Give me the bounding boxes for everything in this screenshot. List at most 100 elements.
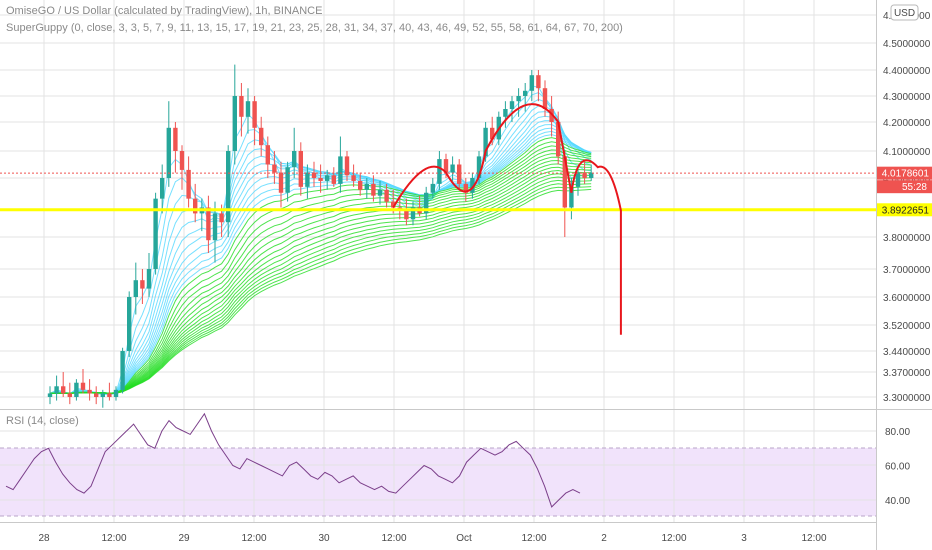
countdown-label: 55:28 xyxy=(902,182,927,193)
usd-currency-button[interactable]: USD xyxy=(890,4,919,21)
candle-body xyxy=(371,183,376,196)
candle-body xyxy=(272,164,277,173)
candle-body xyxy=(536,75,541,89)
guppy-ema-line xyxy=(49,166,592,394)
candle-body xyxy=(298,151,303,187)
candle-body xyxy=(490,127,495,140)
rsi-tick-label: 60.00 xyxy=(885,462,910,473)
candle-body xyxy=(252,101,257,128)
candle-body xyxy=(569,186,574,208)
hline-price-tag: 3.8922651 xyxy=(877,203,932,217)
candle-body xyxy=(457,164,462,184)
candle-body xyxy=(443,159,449,173)
price-tick-label: 4.4000000 xyxy=(883,66,931,77)
candle-body xyxy=(292,151,297,168)
price-tick-label: 4.1000000 xyxy=(883,147,931,158)
candle-body xyxy=(391,201,396,208)
price-axis[interactable]: 4.60000004.50000004.40000004.30000004.20… xyxy=(883,11,931,404)
price-tick-label: 4.3000000 xyxy=(883,92,931,103)
time-tick-label: 2 xyxy=(601,533,607,544)
candle-body xyxy=(133,280,138,297)
time-tick-label: 29 xyxy=(178,533,190,544)
candle-body xyxy=(351,175,356,181)
time-axis[interactable]: 28 12:00 29 12:00 30 12:00 Oct 12:00 2 12:00 3 12:0… xyxy=(38,533,827,544)
guppy-ema-line xyxy=(49,145,592,394)
price-tick-label: 3.3000000 xyxy=(883,393,931,404)
price-tick-label: 4.2000000 xyxy=(883,118,931,129)
rsi-line xyxy=(5,412,581,508)
candle-body xyxy=(450,164,455,173)
time-tick-label: 28 xyxy=(38,533,50,544)
candle-body xyxy=(47,393,53,397)
candle-body xyxy=(127,297,132,351)
guppy-ema-line xyxy=(49,169,592,394)
rsi-tick-label: 40.00 xyxy=(885,496,910,507)
current-price-tag: 4.0178601 55:28 xyxy=(877,166,932,194)
rsi-band xyxy=(0,448,876,516)
candle-body xyxy=(186,169,191,199)
time-tick-label: 12:00 xyxy=(521,533,546,544)
candle-body xyxy=(410,207,416,220)
candle-body xyxy=(80,382,86,390)
guppy-ribbons xyxy=(49,85,592,396)
candle-body xyxy=(87,389,92,394)
candle-body xyxy=(318,178,323,181)
candle-body xyxy=(61,386,66,394)
candle-body xyxy=(54,386,59,394)
candle-body xyxy=(94,393,99,397)
price-tick-label: 4.5000000 xyxy=(883,39,931,50)
candle-body xyxy=(364,183,369,190)
time-tick-label: 12:00 xyxy=(661,533,686,544)
candle-body xyxy=(305,172,310,187)
candle-body xyxy=(338,156,343,184)
candle-body xyxy=(245,101,251,117)
candle-body xyxy=(107,393,112,397)
price-tick-label: 3.8000000 xyxy=(883,233,931,244)
candle-body xyxy=(384,189,389,202)
candle-body xyxy=(516,96,521,102)
time-tick-label: 12:00 xyxy=(241,533,266,544)
candle-body xyxy=(437,159,442,184)
indicator-legend[interactable]: SuperGuppy (0, close, 3, 3, 5, 7, 9, 11,… xyxy=(6,22,623,34)
candle-body xyxy=(146,269,152,289)
candle-body xyxy=(179,151,185,170)
candle-body xyxy=(582,172,587,178)
candle-body xyxy=(285,167,290,193)
candle-body xyxy=(529,75,534,91)
price-pane[interactable] xyxy=(0,0,876,409)
time-tick-label: 30 xyxy=(318,533,330,544)
candle-body xyxy=(325,175,330,181)
svg-text:3.8922651: 3.8922651 xyxy=(882,205,930,216)
chart-title: OmiseGO / US Dollar (calculated by Tradi… xyxy=(6,5,322,17)
candle-body xyxy=(549,109,554,122)
rsi-tick-label: 80.00 xyxy=(885,427,910,438)
candle-body xyxy=(232,96,237,151)
time-tick-label: 12:00 xyxy=(381,533,406,544)
candle-body xyxy=(476,156,482,178)
svg-text:USD: USD xyxy=(894,8,915,19)
price-tick-label: 3.3700000 xyxy=(883,368,931,379)
candle-body xyxy=(160,178,165,199)
candle-body xyxy=(153,198,158,269)
candle-body xyxy=(377,189,383,196)
candle-body xyxy=(278,172,284,193)
rsi-axis[interactable]: 80.00 60.00 40.00 xyxy=(885,427,910,507)
candle-body xyxy=(166,127,171,178)
candle-body xyxy=(575,172,581,187)
rsi-legend[interactable]: RSI (14, close) xyxy=(6,415,79,427)
candle-body xyxy=(331,175,336,184)
guppy-ema-line xyxy=(49,159,592,394)
candle-body xyxy=(358,180,363,190)
candle-body xyxy=(74,382,79,397)
candle-body xyxy=(140,280,145,289)
candle-body xyxy=(503,109,508,117)
candle-body xyxy=(424,192,429,214)
candle-body xyxy=(523,90,528,96)
candle-body xyxy=(463,183,468,193)
candle-body xyxy=(239,96,244,117)
drawn-projection[interactable] xyxy=(392,103,622,335)
price-tick-label: 3.6000000 xyxy=(883,293,931,304)
time-tick-label: 3 xyxy=(741,533,747,544)
candle-body xyxy=(404,210,409,220)
